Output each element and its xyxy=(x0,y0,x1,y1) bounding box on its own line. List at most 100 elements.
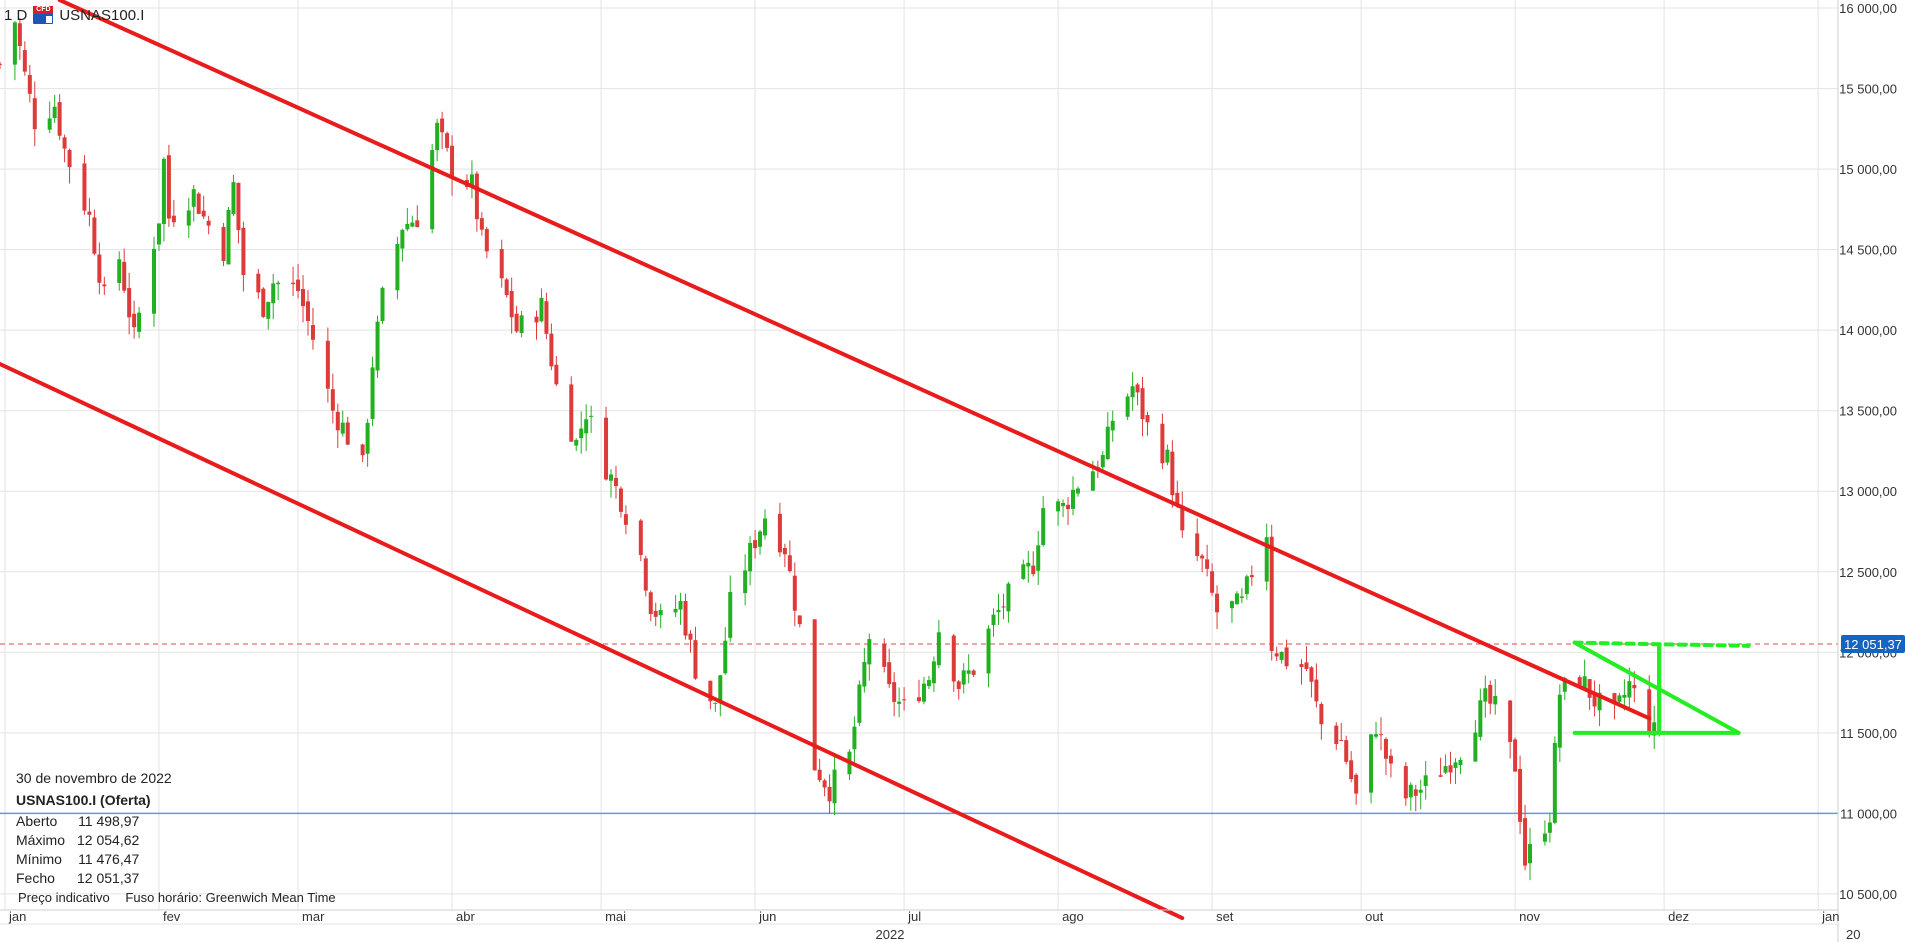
candle-body xyxy=(52,106,57,119)
candle-body xyxy=(22,50,27,72)
candle-body xyxy=(534,316,539,323)
candle-body xyxy=(1066,504,1071,510)
candle-body xyxy=(12,22,17,65)
candle-body xyxy=(1279,651,1284,660)
candle-body xyxy=(156,223,161,245)
candle-body xyxy=(1056,501,1061,512)
candle-body xyxy=(236,182,241,231)
candle-body xyxy=(951,635,956,682)
candle-body xyxy=(902,699,907,701)
candle-body xyxy=(196,193,201,214)
ohlc-row-open: Aberto 11 498,97 xyxy=(16,812,139,831)
chart-header: 1 D CFD USNAS100.I xyxy=(4,6,144,24)
candle-body xyxy=(673,608,678,613)
year-label-next: 20 xyxy=(1846,927,1860,942)
candle-body xyxy=(191,189,196,207)
last-price-tag xyxy=(1841,635,1905,654)
candle-body xyxy=(1528,844,1533,864)
candle-body xyxy=(683,601,688,636)
candle-body xyxy=(450,145,455,179)
candle-body xyxy=(1378,734,1383,736)
candle-body xyxy=(1125,396,1130,417)
candle-body xyxy=(1200,555,1205,559)
candle-body xyxy=(1314,679,1319,702)
candle-body xyxy=(1652,722,1657,736)
candle-body xyxy=(986,628,991,674)
candle-body xyxy=(743,570,748,594)
candle-body xyxy=(340,422,345,434)
candle-body xyxy=(753,540,758,549)
candle-body xyxy=(574,439,579,446)
candle-body xyxy=(1170,451,1175,496)
x-tick-label: set xyxy=(1216,909,1234,924)
x-tick-label: jul xyxy=(907,909,921,924)
candle-body xyxy=(852,726,857,750)
candle-body xyxy=(1234,593,1239,605)
x-tick-label: out xyxy=(1365,909,1383,924)
candle-body xyxy=(1041,508,1046,545)
candle-body xyxy=(1557,694,1562,748)
x-tick-label: dez xyxy=(1668,909,1689,924)
candle-body xyxy=(921,683,926,702)
candle-body xyxy=(1518,768,1523,822)
candle-body xyxy=(748,542,753,572)
candle-body xyxy=(221,227,226,261)
candle-body xyxy=(1026,562,1031,567)
candle-body xyxy=(1180,505,1185,531)
candle-body xyxy=(1478,700,1483,737)
candle-body xyxy=(87,211,92,215)
candle-body xyxy=(360,444,365,456)
candle-body xyxy=(1483,688,1488,702)
candle-body xyxy=(474,173,479,220)
candle-body xyxy=(137,312,142,332)
candle-body xyxy=(1622,694,1627,698)
candle-body xyxy=(822,780,827,788)
candle-body xyxy=(643,558,648,591)
candle-body xyxy=(827,786,832,802)
candle-body xyxy=(1061,502,1066,507)
candle-body xyxy=(410,222,415,227)
candle-body xyxy=(1001,606,1006,608)
candle-body xyxy=(1453,762,1458,768)
y-tick-label: 14 000,00 xyxy=(1839,323,1897,338)
candlestick-series xyxy=(0,18,1662,881)
candle-body xyxy=(291,282,296,285)
candle-body xyxy=(1244,576,1249,594)
candle-body xyxy=(127,288,132,318)
x-tick-label: jan xyxy=(1821,909,1839,924)
candle-body xyxy=(1587,679,1592,698)
candle-body xyxy=(867,639,872,665)
ohlc-row-low: Mínimo 11 476,47 xyxy=(16,850,139,869)
candle-body xyxy=(32,98,37,130)
symbol-label[interactable]: USNAS100.I xyxy=(59,6,145,24)
ohlc-info-panel: 30 de novembro de 2022 USNAS100.I (Ofert… xyxy=(16,770,172,888)
candle-body xyxy=(971,670,976,675)
candle-body xyxy=(1369,734,1374,793)
candle-body xyxy=(430,150,435,230)
candle-body xyxy=(271,283,276,304)
candle-body xyxy=(966,670,971,674)
candle-body xyxy=(1349,760,1354,780)
candle-body xyxy=(1075,488,1080,494)
timeframe-label[interactable]: 1 D xyxy=(4,6,28,24)
candle-body xyxy=(887,662,892,685)
candle-body xyxy=(549,333,554,367)
candle-body xyxy=(445,133,450,148)
trend-drawings xyxy=(0,0,1751,921)
x-tick-label: ago xyxy=(1062,909,1084,924)
candle-body xyxy=(325,340,330,389)
candle-body xyxy=(1145,415,1150,423)
triangle-top xyxy=(1572,640,1741,735)
candle-body xyxy=(1110,420,1115,431)
candle-body xyxy=(1374,734,1379,737)
ohlc-value: 12 051,37 xyxy=(77,870,140,886)
candle-body xyxy=(787,555,792,572)
candle-body xyxy=(519,315,524,333)
candle-body xyxy=(1632,684,1637,689)
candle-body xyxy=(1458,759,1463,766)
candle-body xyxy=(688,633,693,640)
candle-body xyxy=(1269,536,1274,651)
y-tick-label: 11 000,00 xyxy=(1840,806,1897,821)
candle-body xyxy=(1031,565,1036,575)
